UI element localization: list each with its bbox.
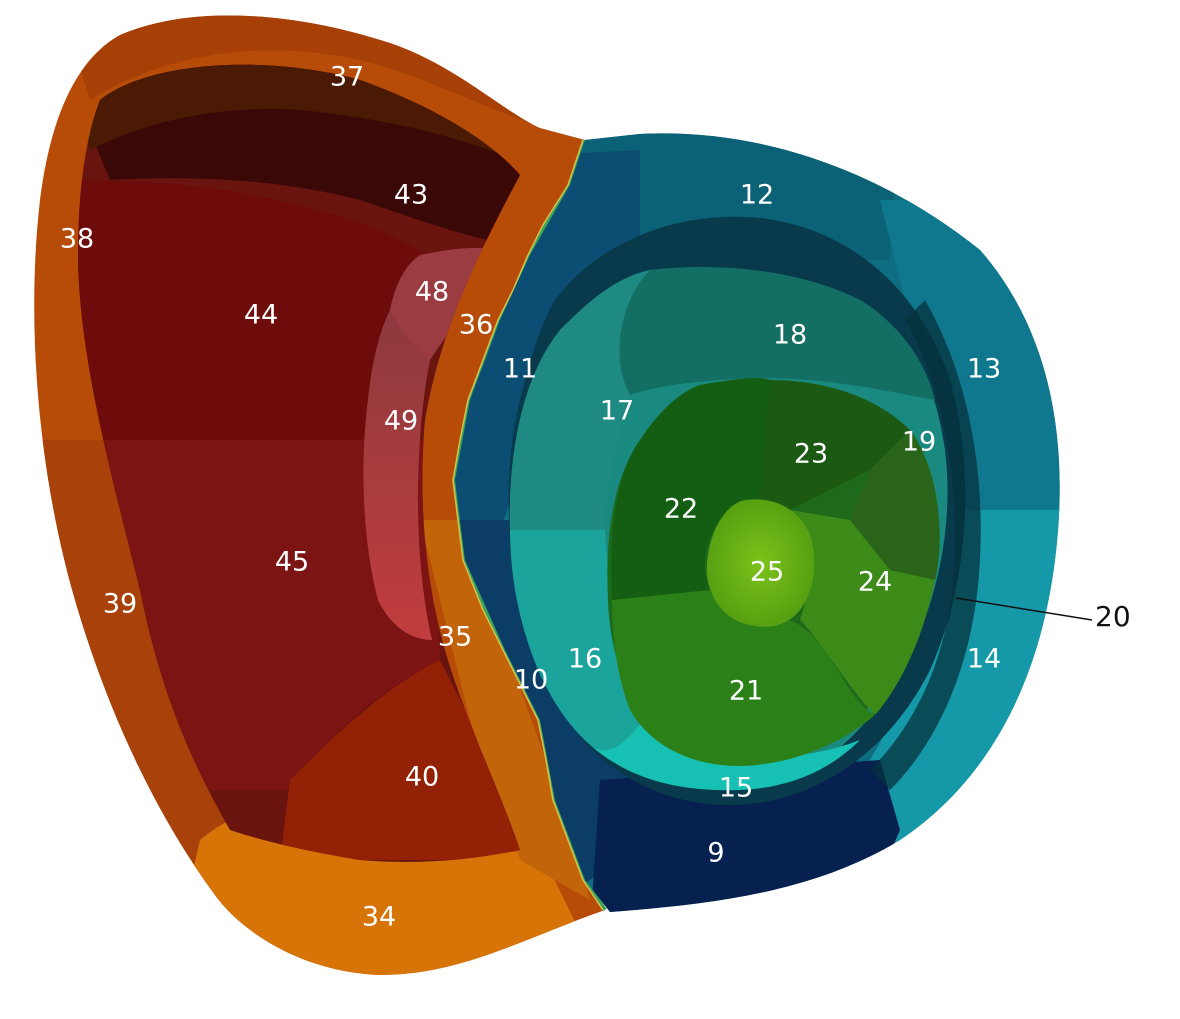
segment-region-16	[510, 530, 650, 751]
label-23: 23	[794, 439, 828, 470]
label-36: 36	[459, 310, 493, 341]
label-49: 49	[384, 406, 418, 437]
segment-region-18	[609, 267, 935, 400]
segment-region-35	[420, 520, 590, 900]
segment-region-21	[612, 590, 875, 766]
label-25: 25	[750, 557, 784, 588]
label-39: 39	[103, 589, 137, 620]
segment-region-44	[78, 179, 440, 440]
septum-boundary-highlight	[452, 139, 604, 911]
segment-region-40	[280, 660, 520, 860]
label-48: 48	[415, 277, 449, 308]
segment-region-22	[611, 377, 770, 600]
callout-line-20	[955, 597, 1093, 621]
label-10: 10	[514, 665, 548, 696]
segment-region-23	[760, 380, 910, 510]
label-43: 43	[394, 180, 428, 211]
label-12: 12	[740, 180, 774, 211]
label-19: 19	[902, 427, 936, 458]
label-37: 37	[330, 62, 364, 93]
label-16: 16	[568, 644, 602, 675]
segment-region-49	[363, 310, 432, 640]
label-18: 18	[773, 320, 807, 351]
label-35: 35	[438, 622, 472, 653]
label-21: 21	[729, 676, 763, 707]
label-44: 44	[244, 300, 278, 331]
label-22: 22	[664, 494, 698, 525]
label-14: 14	[967, 644, 1001, 675]
left-chamber	[34, 15, 606, 975]
segment-region-24	[790, 510, 935, 715]
label-11: 11	[503, 354, 537, 385]
segment-region-25	[706, 499, 815, 627]
label-24: 24	[858, 567, 892, 598]
label-34: 34	[362, 902, 396, 933]
label-15: 15	[719, 773, 753, 804]
label-45: 45	[275, 547, 309, 578]
ring-depth-shade	[870, 300, 981, 790]
segment-labels: 37 43 38 48 44 36 49 45 39 35 40 34 12 1…	[60, 62, 1131, 933]
label-40: 40	[405, 762, 439, 793]
label-17: 17	[600, 396, 634, 427]
label-38: 38	[60, 224, 94, 255]
segment-region-19	[850, 430, 940, 580]
label-9: 9	[707, 838, 724, 869]
label-20: 20	[1095, 600, 1131, 633]
right-chamber	[455, 133, 1060, 912]
label-13: 13	[967, 354, 1001, 385]
segment-region-17	[509, 270, 650, 530]
